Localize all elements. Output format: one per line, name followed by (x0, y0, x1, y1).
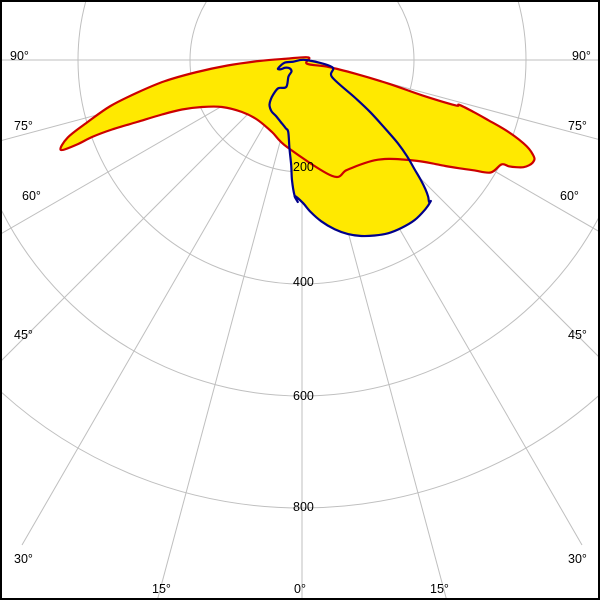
svg-text:75°: 75° (568, 119, 587, 133)
svg-text:90°: 90° (572, 49, 591, 63)
svg-text:60°: 60° (22, 189, 41, 203)
svg-text:600: 600 (293, 389, 314, 403)
svg-text:90°: 90° (10, 49, 29, 63)
svg-text:400: 400 (293, 275, 314, 289)
svg-text:15°: 15° (152, 582, 171, 596)
svg-text:75°: 75° (14, 119, 33, 133)
svg-text:15°: 15° (430, 582, 449, 596)
svg-text:60°: 60° (560, 189, 579, 203)
svg-text:45°: 45° (568, 328, 587, 342)
svg-text:0°: 0° (294, 582, 306, 596)
svg-text:30°: 30° (14, 552, 33, 566)
svg-text:45°: 45° (14, 328, 33, 342)
svg-text:800: 800 (293, 500, 314, 514)
svg-text:200: 200 (293, 160, 314, 174)
svg-text:30°: 30° (568, 552, 587, 566)
